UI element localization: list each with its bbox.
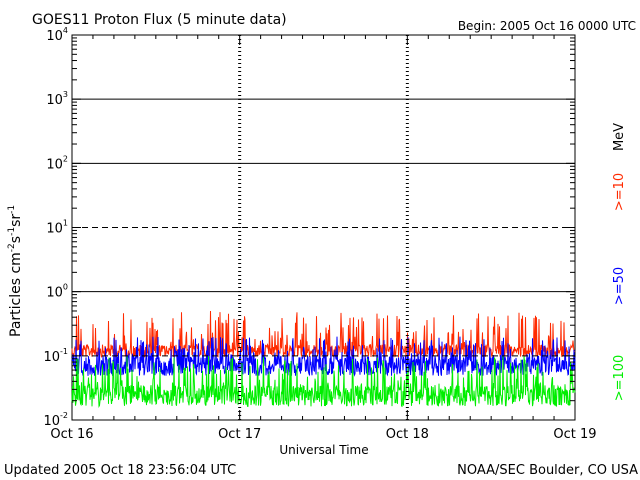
credit-text: NOAA/SEC Boulder, CO USA <box>457 463 638 478</box>
x-tick-label: Oct 19 <box>553 427 596 442</box>
series-line-3 <box>71 356 576 408</box>
y-tick-label: 100 <box>46 283 68 301</box>
grid-layer <box>72 35 575 420</box>
y-tick-label: 10-1 <box>43 347 68 365</box>
legend-series-50: >=50 <box>612 267 627 305</box>
y-tick-layer: 10-2 10-1 100 101 102 103 104 <box>43 26 575 429</box>
x-tick-label: Oct 17 <box>218 427 261 442</box>
y-tick-label: 102 <box>46 154 68 172</box>
series-layer <box>71 311 576 408</box>
legend-series-100: >=100 <box>612 355 627 402</box>
x-tick-label: Oct 18 <box>386 427 429 442</box>
y-axis-label: Particles cm-2s-1sr-1 <box>7 205 24 337</box>
y-tick-label: 103 <box>46 90 68 108</box>
y-tick-label: 10-2 <box>43 411 68 429</box>
x-tick-layer: Oct 16 Oct 17 Oct 18 Oct 19 <box>50 35 597 442</box>
begin-time: Begin: 2005 Oct 16 0000 UTC <box>458 19 636 33</box>
legend-unit-mev: MeV <box>612 123 627 151</box>
series-line-2 <box>71 336 576 377</box>
y-tick-label: 101 <box>46 219 68 237</box>
x-axis-label: Universal Time <box>279 443 368 457</box>
chart-title: GOES11 Proton Flux (5 minute data) <box>32 12 287 28</box>
y-tick-label: 104 <box>46 26 68 44</box>
legend-series-10: >=10 <box>612 173 627 211</box>
updated-timestamp: Updated 2005 Oct 18 23:56:04 UTC <box>4 463 236 478</box>
x-tick-label: Oct 16 <box>50 427 93 442</box>
